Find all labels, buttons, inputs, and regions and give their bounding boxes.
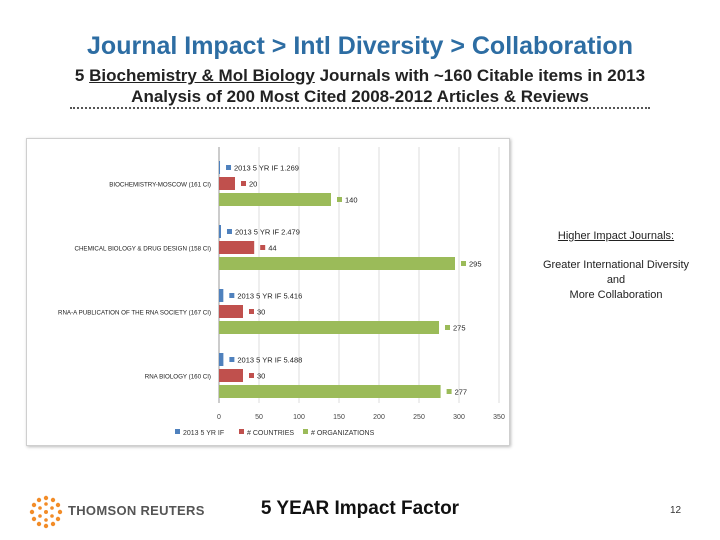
data-label: 2013 5 YR IF 1.269 xyxy=(234,164,299,173)
bar-2013-5-yr-if xyxy=(219,289,224,302)
subtitle-line-2: Analysis of 200 Most Cited 2008-2012 Art… xyxy=(131,87,589,106)
bar-countries xyxy=(219,177,235,190)
category-label: RNA BIOLOGY (160 CI) xyxy=(145,374,211,381)
data-label: 275 xyxy=(453,324,466,333)
legend-entry: 2013 5 YR IF xyxy=(183,430,224,437)
x-tick-label: 250 xyxy=(413,414,425,421)
thomson-reuters-logo-icon xyxy=(29,495,63,529)
data-label: 30 xyxy=(257,372,265,381)
legend-entry: # ORGANIZATIONS xyxy=(311,430,375,437)
note-line-3: More Collaboration xyxy=(569,289,663,301)
page-number: 12 xyxy=(670,505,682,516)
x-tick-label: 100 xyxy=(293,414,305,421)
data-label-marker xyxy=(445,325,450,330)
note-heading: Higher Impact Journals: xyxy=(557,230,675,242)
bar-chart: 0 50 100 150 200 250 300 350 BIOCHEMISTRY-MOSCOW… xyxy=(58,147,505,437)
subtitle-prefix: 5 xyxy=(74,66,90,85)
bar-2013-5-yr-if xyxy=(219,161,221,174)
x-tick-label: 150 xyxy=(333,414,345,421)
data-label: 2013 5 YR IF 5.488 xyxy=(237,356,302,365)
category-label: BIOCHEMISTRY-MOSCOW (161 CI) xyxy=(109,182,211,189)
bar-organizations xyxy=(219,385,441,398)
data-label-marker xyxy=(226,165,232,170)
x-tick-label: 0 xyxy=(217,414,221,421)
note-body: Greater International Diversity and More… xyxy=(520,258,712,303)
legend-swatch xyxy=(303,429,308,434)
legend-swatch xyxy=(175,429,180,434)
category-label: RNA-A PUBLICATION OF THE RNA SOCIETY (16… xyxy=(58,310,211,317)
bar-countries xyxy=(219,305,243,318)
bar-organizations xyxy=(219,257,455,270)
bar-organizations xyxy=(219,193,331,206)
data-label-marker xyxy=(337,197,342,202)
subtitle-line-1: 5 Biochemistry & Mol Biology Journals wi… xyxy=(0,66,720,86)
legend-entry: # COUNTRIES xyxy=(247,430,294,437)
data-label: 44 xyxy=(268,244,276,253)
data-label: 295 xyxy=(469,260,482,269)
footer-caption: 5 YEAR Impact Factor xyxy=(260,498,460,519)
x-tick-label: 200 xyxy=(373,414,385,421)
brand-name: THOMSON REUTERS xyxy=(68,503,205,518)
bar-2013-5-yr-if xyxy=(219,225,221,238)
x-tick-label: 350 xyxy=(493,414,505,421)
note-line-2: and xyxy=(606,274,626,286)
data-label: 2013 5 YR IF 2.479 xyxy=(235,228,300,237)
data-label-marker xyxy=(229,357,235,362)
data-label: 277 xyxy=(455,388,468,397)
subtitle-link[interactable]: Biochemistry & Mol Biology xyxy=(89,66,315,85)
note-line-1: Greater International Diversity xyxy=(542,259,690,271)
bar-countries xyxy=(219,241,255,254)
data-label-marker xyxy=(249,309,254,314)
bar-organizations xyxy=(219,321,439,334)
bar-countries xyxy=(219,369,243,382)
subtitle-rest: Journals with ~160 Citable items in 2013 xyxy=(314,66,646,85)
x-tick-label: 300 xyxy=(453,414,465,421)
data-label-marker xyxy=(461,261,466,266)
legend-swatch xyxy=(239,429,244,434)
data-label-marker xyxy=(226,229,232,234)
data-label-marker xyxy=(260,245,266,250)
data-label: 2013 5 YR IF 5.416 xyxy=(237,292,302,301)
data-label-marker xyxy=(249,373,254,378)
data-label: 30 xyxy=(257,308,265,317)
dotted-divider xyxy=(70,107,650,109)
category-label: CHEMICAL BIOLOGY & DRUG DESIGN (158 CI) xyxy=(75,246,212,253)
x-tick-label: 50 xyxy=(255,414,263,421)
bar-2013-5-yr-if xyxy=(219,353,224,366)
chart-container: 0 50 100 150 200 250 300 350 BIOCHEMISTRY-MOSCOW… xyxy=(26,138,510,446)
data-label: 20 xyxy=(249,180,257,189)
data-label-marker xyxy=(229,293,235,298)
data-label-marker xyxy=(446,389,452,394)
data-label-marker xyxy=(241,181,246,186)
slide-title: Journal Impact > Intl Diversity > Collab… xyxy=(87,32,633,60)
data-label: 140 xyxy=(345,196,358,205)
